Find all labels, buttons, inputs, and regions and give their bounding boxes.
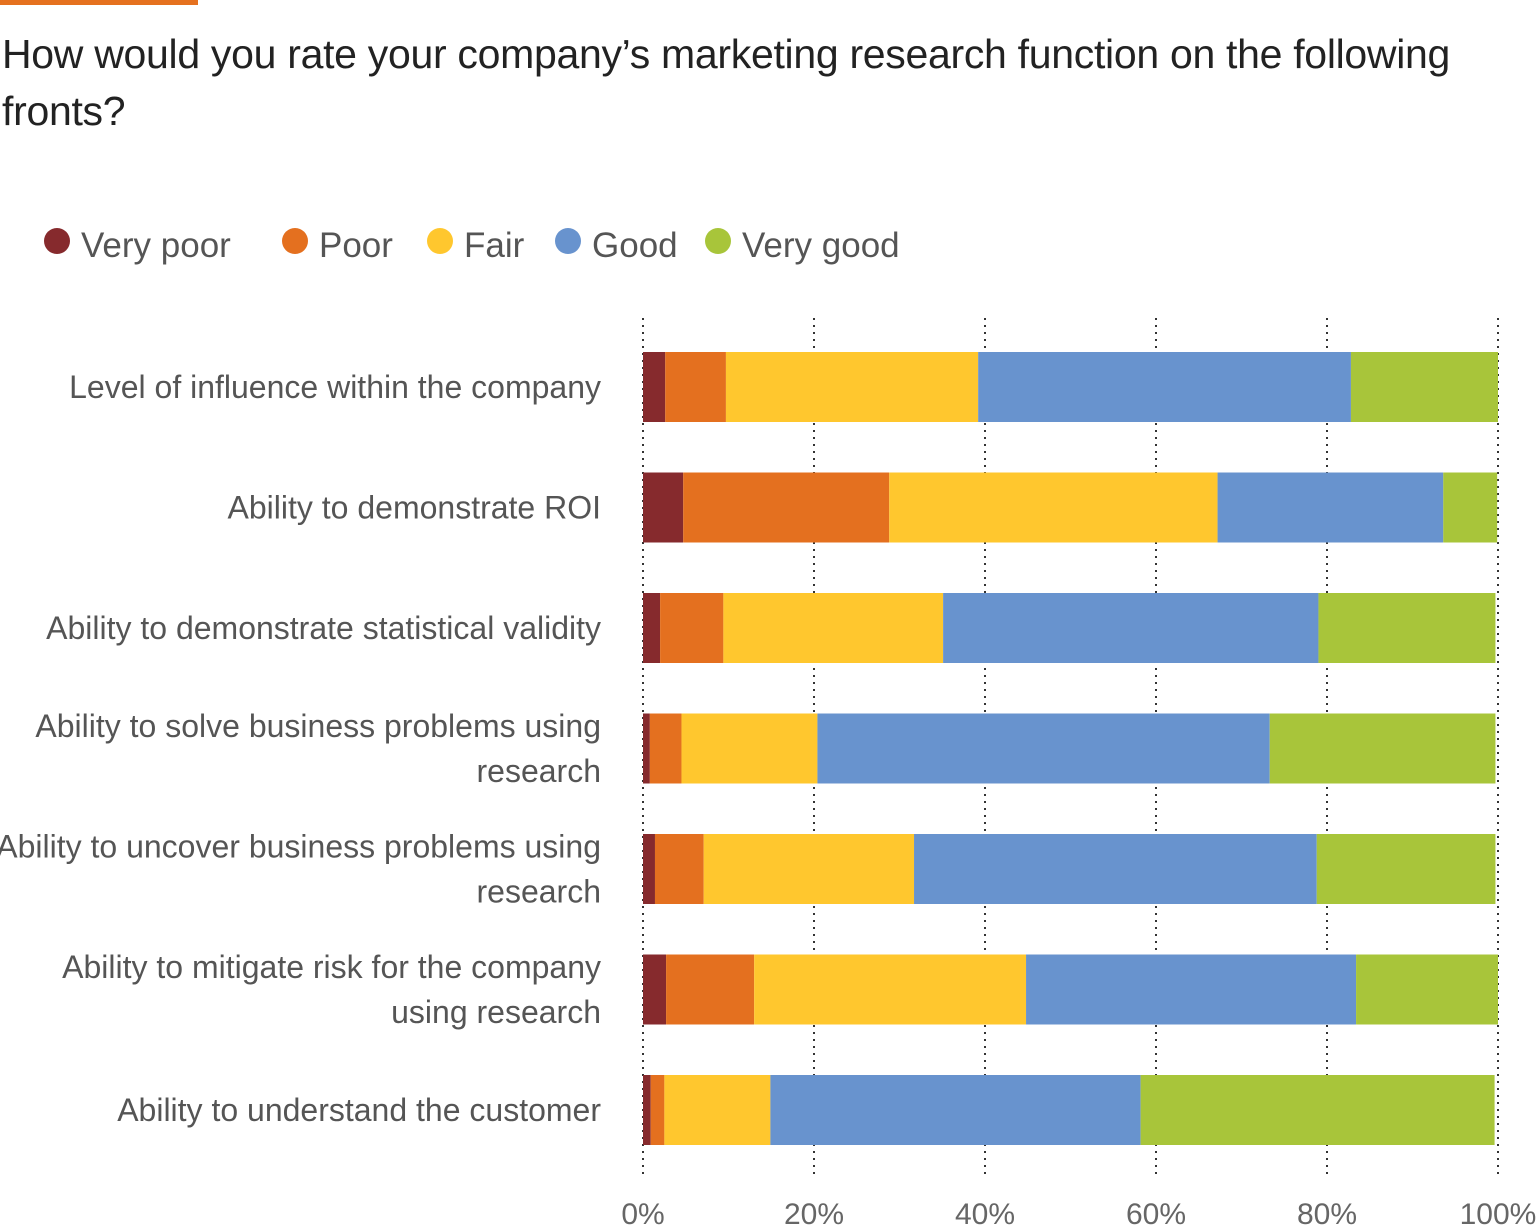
- legend-marker-4: [705, 228, 731, 254]
- bar-segment-r2-poor: [660, 593, 724, 663]
- bar-segment-r3-fair: [681, 713, 818, 784]
- bar-segment-r4-poor: [654, 834, 704, 904]
- bar-segment-r1-fair: [889, 472, 1218, 543]
- bar-segment-r1-good: [1217, 472, 1444, 543]
- bar-segment-r2-very-poor: [643, 593, 661, 663]
- x-tick-label-1: 20%: [784, 1198, 844, 1229]
- bar-segment-r5-poor: [666, 954, 755, 1025]
- legend-marker-1: [282, 228, 308, 254]
- x-tick-label-2: 40%: [955, 1198, 1015, 1229]
- bar-segment-r6-good: [770, 1075, 1141, 1145]
- category-label-1-0: Ability to demonstrate ROI: [228, 490, 601, 526]
- bar-segment-r1-very-good: [1443, 472, 1498, 543]
- legend-marker-3: [555, 228, 581, 254]
- legend-marker-0: [44, 228, 70, 254]
- bar-segment-r3-very-poor: [643, 713, 650, 784]
- bar-segment-r1-very-poor: [643, 472, 684, 543]
- bar-segment-r5-good: [1026, 954, 1357, 1025]
- bar-segment-r5-very-good: [1356, 954, 1498, 1025]
- legend-label-1: Poor: [319, 226, 393, 265]
- bar-segment-r4-fair: [703, 834, 915, 904]
- category-label-4-0: Ability to uncover business problems usi…: [0, 829, 601, 865]
- title-accent-line: [0, 0, 198, 5]
- bar-segment-r5-fair: [754, 954, 1027, 1025]
- bar-segment-r2-very-good: [1318, 593, 1496, 663]
- legend-label-0: Very poor: [81, 226, 231, 265]
- x-tick-label-5: 100%: [1460, 1198, 1536, 1229]
- bar-segment-r6-very-poor: [643, 1075, 651, 1145]
- category-label-6-0: Ability to understand the customer: [117, 1092, 601, 1128]
- bar-segment-r2-fair: [723, 593, 944, 663]
- x-tick-label-4: 80%: [1297, 1198, 1357, 1229]
- bar-segment-r4-very-good: [1316, 834, 1496, 904]
- bar-segment-r4-very-poor: [643, 834, 655, 904]
- category-label-3-0: Ability to solve business problems using: [35, 708, 601, 744]
- legend-marker-2: [427, 228, 453, 254]
- bar-segment-r6-poor: [650, 1075, 665, 1145]
- bar-segment-r4-good: [914, 834, 1317, 904]
- category-label-4-1: research: [477, 874, 602, 910]
- bar-segment-r0-fair: [725, 352, 979, 422]
- category-label-3-1: research: [477, 753, 602, 789]
- bar-segment-r6-fair: [664, 1075, 771, 1145]
- legend-label-2: Fair: [464, 226, 525, 265]
- bar-segment-r0-very-poor: [643, 352, 666, 422]
- category-label-2-0: Ability to demonstrate statistical valid…: [46, 610, 601, 646]
- x-tick-label-3: 60%: [1126, 1198, 1186, 1229]
- x-tick-label-0: 0%: [621, 1198, 664, 1229]
- bar-segment-r3-poor: [649, 713, 682, 784]
- category-label-5-1: using research: [391, 994, 601, 1030]
- bar-segment-r0-very-good: [1350, 352, 1498, 422]
- bar-segment-r5-very-poor: [643, 954, 667, 1025]
- bar-segment-r2-good: [943, 593, 1319, 663]
- category-label-0-0: Level of influence within the company: [69, 369, 601, 405]
- bar-segment-r0-poor: [665, 352, 726, 422]
- chart-title: How would you rate your company’s market…: [2, 31, 1451, 134]
- bar-segment-r0-good: [978, 352, 1351, 422]
- legend-label-4: Very good: [742, 226, 900, 265]
- bar-segment-r3-good: [817, 713, 1270, 784]
- bar-segment-r3-very-good: [1269, 713, 1496, 784]
- category-label-5-0: Ability to mitigate risk for the company: [62, 949, 601, 985]
- bar-segment-r1-poor: [683, 472, 890, 543]
- legend-label-3: Good: [592, 226, 678, 265]
- bar-segment-r6-very-good: [1140, 1075, 1495, 1145]
